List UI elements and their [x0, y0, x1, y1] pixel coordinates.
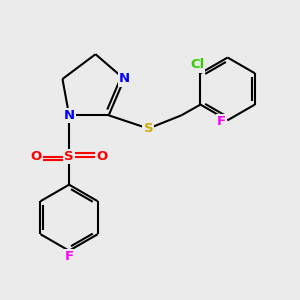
Text: N: N	[64, 109, 75, 122]
Text: O: O	[97, 150, 108, 163]
Text: S: S	[143, 122, 153, 135]
Text: F: F	[64, 250, 74, 263]
Text: N: N	[119, 73, 130, 85]
Text: Cl: Cl	[190, 58, 204, 71]
Text: O: O	[30, 150, 42, 163]
Text: S: S	[64, 150, 74, 163]
Text: F: F	[217, 116, 226, 128]
